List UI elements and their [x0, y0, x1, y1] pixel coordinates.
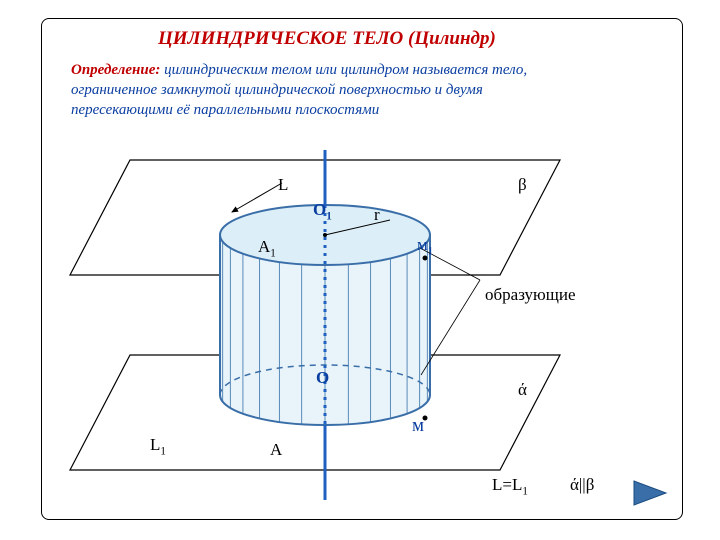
label-obraz: образующие [485, 285, 576, 305]
label-beta: β [518, 175, 527, 195]
label-r: r [374, 205, 380, 225]
label-eq: L=L1 [492, 475, 528, 497]
label-M: м [412, 415, 424, 437]
label-O1: O1 [313, 200, 332, 222]
label-M1: м1 [417, 235, 433, 257]
label-L1: L1 [150, 435, 166, 457]
label-O: O [316, 368, 329, 388]
cylinder-diagram [0, 0, 720, 540]
next-button[interactable] [630, 478, 670, 513]
label-A: A [270, 440, 282, 460]
label-L: L [278, 175, 288, 195]
label-par: ά||β [570, 475, 594, 495]
label-alpha: ά [518, 380, 527, 400]
label-A1: A1 [258, 237, 276, 259]
